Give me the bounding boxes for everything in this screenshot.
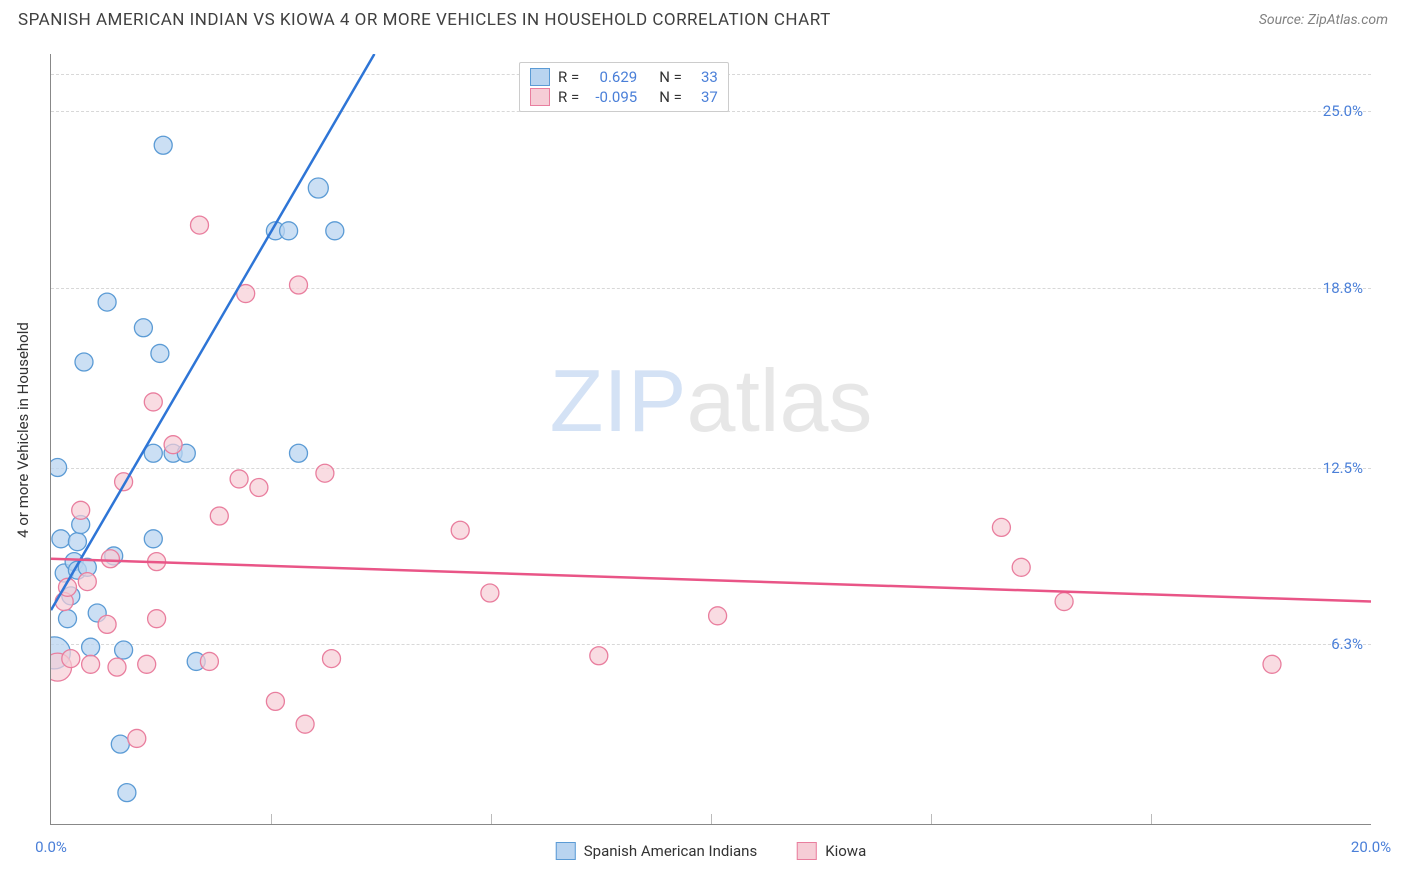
data-point bbox=[323, 650, 341, 668]
data-point bbox=[1055, 593, 1073, 611]
n-label: N = bbox=[659, 68, 682, 86]
n-value: 37 bbox=[690, 88, 718, 106]
data-point bbox=[144, 530, 162, 548]
data-point bbox=[308, 178, 328, 198]
data-point bbox=[101, 550, 119, 568]
data-point bbox=[250, 478, 268, 496]
r-value: 0.629 bbox=[587, 68, 637, 86]
legend-swatch bbox=[556, 842, 576, 860]
data-point bbox=[82, 638, 100, 656]
data-point bbox=[200, 652, 218, 670]
legend-swatch bbox=[797, 842, 817, 860]
data-point bbox=[134, 319, 152, 337]
data-point bbox=[266, 692, 284, 710]
legend-swatch bbox=[530, 68, 550, 86]
trend-line bbox=[51, 559, 1371, 602]
data-point bbox=[280, 222, 298, 240]
data-point bbox=[151, 344, 169, 362]
data-point bbox=[290, 444, 308, 462]
data-point bbox=[316, 464, 334, 482]
data-point bbox=[154, 136, 172, 154]
n-value: 33 bbox=[690, 68, 718, 86]
series-legend-item: Spanish American Indians bbox=[556, 842, 757, 860]
series-Kiowa bbox=[51, 216, 1281, 747]
data-point bbox=[481, 584, 499, 602]
data-point bbox=[326, 222, 344, 240]
data-point bbox=[709, 607, 727, 625]
data-point bbox=[98, 615, 116, 633]
plot-area: ZIPatlas R =0.629N =33R =-0.095N =37 Spa… bbox=[50, 54, 1371, 825]
data-point bbox=[1263, 655, 1281, 673]
data-point bbox=[98, 293, 116, 311]
chart-title: SPANISH AMERICAN INDIAN VS KIOWA 4 OR MO… bbox=[18, 10, 831, 30]
r-value: -0.095 bbox=[587, 88, 637, 106]
data-point bbox=[230, 470, 248, 488]
series-legend-label: Spanish American Indians bbox=[584, 842, 757, 860]
data-point bbox=[210, 507, 228, 525]
data-point bbox=[82, 655, 100, 673]
trend-line bbox=[51, 54, 374, 610]
r-label: R = bbox=[558, 88, 579, 106]
data-point bbox=[1012, 558, 1030, 576]
data-point bbox=[52, 530, 70, 548]
data-point bbox=[75, 353, 93, 371]
data-point bbox=[72, 501, 90, 519]
data-point bbox=[290, 276, 308, 294]
series-legend: Spanish American Indians Kiowa bbox=[556, 842, 866, 860]
series-Spanish American Indians bbox=[51, 136, 344, 801]
stats-legend-row: R = -0.095 N = 37 bbox=[530, 87, 718, 107]
stats-legend: R = 0.629 N = 33 R = -0.095 N = 37 bbox=[519, 62, 729, 112]
data-point bbox=[144, 393, 162, 411]
scatter-canvas bbox=[51, 54, 1371, 824]
x-tick-label: 20.0% bbox=[1351, 838, 1391, 856]
data-point bbox=[148, 610, 166, 628]
data-point bbox=[62, 650, 80, 668]
series-legend-item: Kiowa bbox=[797, 842, 866, 860]
n-label: N = bbox=[659, 88, 682, 106]
stats-legend-row: R = 0.629 N = 33 bbox=[530, 67, 718, 87]
data-point bbox=[992, 518, 1010, 536]
data-point bbox=[118, 784, 136, 802]
data-point bbox=[115, 641, 133, 659]
data-point bbox=[78, 573, 96, 591]
data-point bbox=[128, 729, 146, 747]
data-point bbox=[68, 533, 86, 551]
data-point bbox=[590, 647, 608, 665]
data-point bbox=[191, 216, 209, 234]
data-point bbox=[108, 658, 126, 676]
data-point bbox=[51, 459, 67, 477]
data-point bbox=[59, 610, 77, 628]
data-point bbox=[138, 655, 156, 673]
data-point bbox=[111, 735, 129, 753]
x-tick-label: 0.0% bbox=[35, 838, 67, 856]
r-label: R = bbox=[558, 68, 579, 86]
data-point bbox=[164, 436, 182, 454]
series-legend-label: Kiowa bbox=[825, 842, 866, 860]
data-point bbox=[296, 715, 314, 733]
data-point bbox=[451, 521, 469, 539]
legend-swatch bbox=[530, 88, 550, 106]
source-label: Source: ZipAtlas.com bbox=[1259, 12, 1388, 28]
y-axis-label: 4 or more Vehicles in Household bbox=[14, 322, 32, 538]
